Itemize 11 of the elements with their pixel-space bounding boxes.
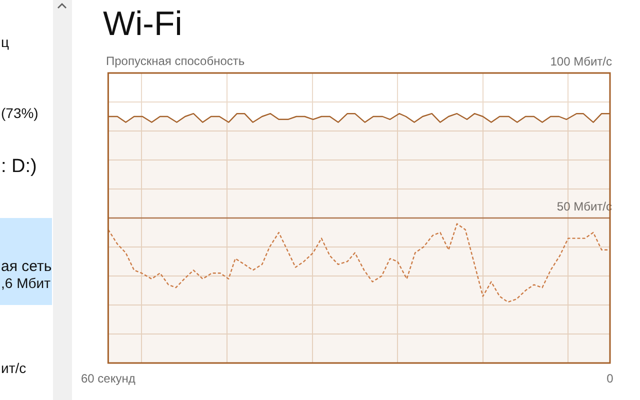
chart-title: Wi-Fi bbox=[103, 5, 182, 43]
text: (73%) bbox=[1, 105, 38, 121]
text: ,6 Мбит bbox=[1, 275, 50, 291]
text: ит/с bbox=[1, 360, 26, 376]
text: : D:) bbox=[1, 156, 37, 177]
x-tick-label: 60 секунд bbox=[80, 372, 136, 386]
x-tick-label: 0 bbox=[606, 372, 614, 386]
text: ая сеть bbox=[1, 258, 52, 275]
y-tick-label: 100 Мбит/с bbox=[550, 54, 612, 68]
text: ц bbox=[1, 34, 10, 50]
y-axis-title: Пропускная способность bbox=[106, 54, 245, 68]
